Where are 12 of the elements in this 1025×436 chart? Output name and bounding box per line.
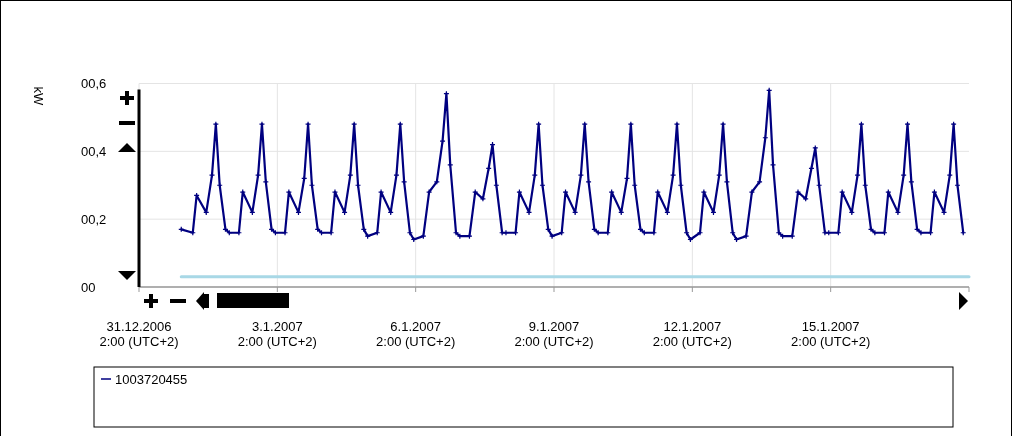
x-tick-label: 12.1.2007 2:00 (UTC+2) [652,319,732,349]
y-tick-label: 00,6 [81,76,107,92]
x-tick-label: 9.1.2007 2:00 (UTC+2) [514,319,594,349]
y-tick-label: 00,2 [81,211,107,227]
x-tick-label: 31.12.2006 2:00 (UTC+2) [99,319,179,349]
y-tick-label: 00,4 [81,143,107,159]
y-tick-label: 00 [81,279,96,295]
x-tick-label: 15.1.2007 2:00 (UTC+2) [791,319,871,349]
x-tick-label: 6.1.2007 2:00 (UTC+2) [376,319,456,349]
legend-label: 1003720455 [115,372,188,387]
x-tick-label: 3.1.2007 2:00 (UTC+2) [237,319,317,349]
y-axis-title: kW [31,86,46,107]
